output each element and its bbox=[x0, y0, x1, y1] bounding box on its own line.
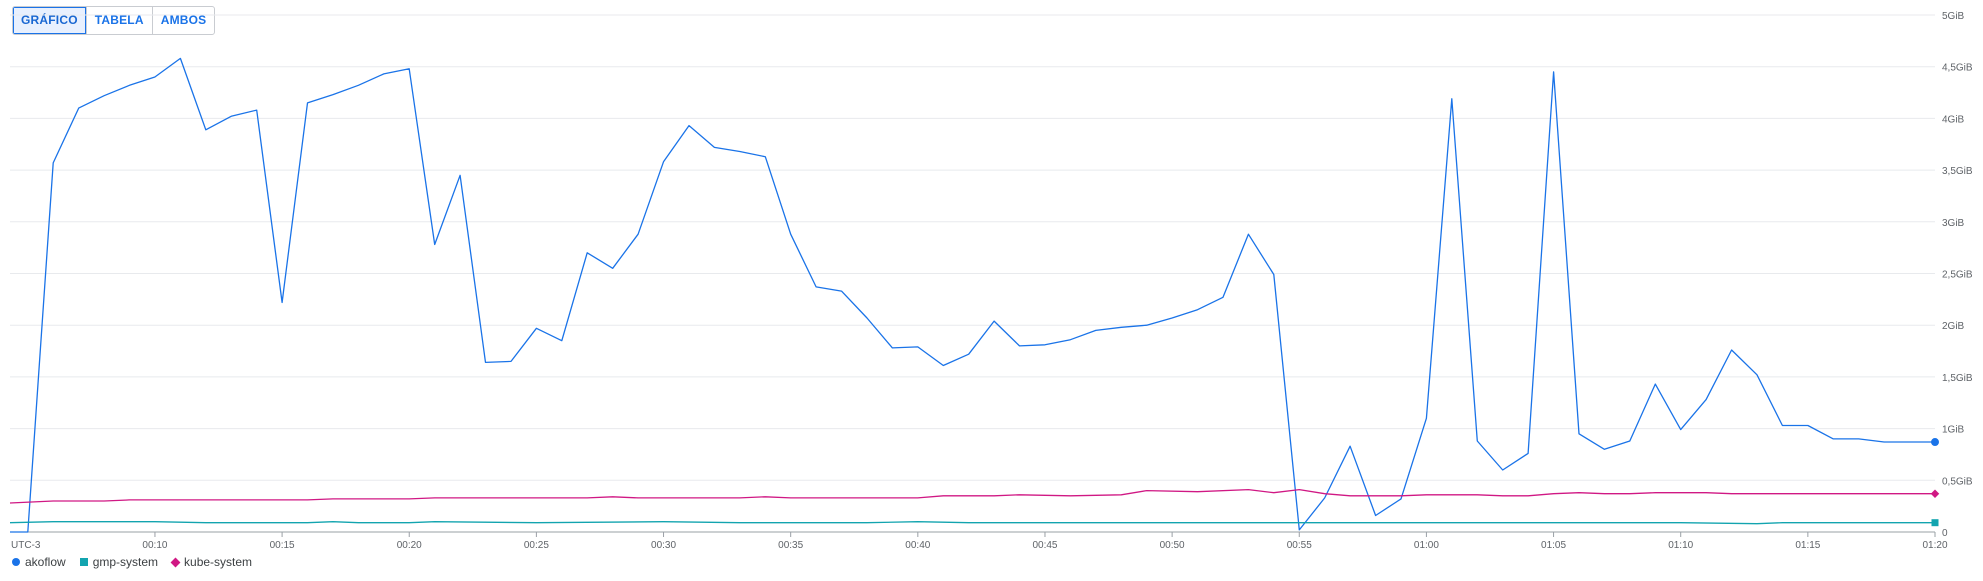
square-marker-icon bbox=[79, 558, 88, 566]
x-tick-label: 01:20 bbox=[1922, 540, 1947, 551]
legend-label: kube-system bbox=[184, 555, 253, 569]
y-tick-label: 1,5GiB bbox=[1942, 373, 1973, 384]
y-tick-label: 5GiB bbox=[1942, 11, 1965, 22]
x-tick-label: 00:25 bbox=[524, 540, 549, 551]
y-tick-label: 2,5GiB bbox=[1942, 270, 1973, 281]
y-tick-label: 3GiB bbox=[1942, 218, 1965, 229]
legend: akoflow gmp-system kube-system bbox=[12, 555, 252, 569]
x-tick-label: 01:15 bbox=[1795, 540, 1820, 551]
y-tick-label: 4GiB bbox=[1942, 114, 1965, 125]
x-axis: UTC-3 00:10 00:15 00:20 00:25 00:30 00:35 00:40… bbox=[10, 531, 1948, 551]
series-end-marker-gmp-system bbox=[1931, 519, 1939, 527]
chart-grid bbox=[10, 14, 1935, 481]
x-tick-label: 01:00 bbox=[1414, 540, 1439, 551]
series-line-kube-system bbox=[9, 488, 1935, 504]
x-tick-label: 00:55 bbox=[1287, 540, 1312, 551]
y-tick-label: 1GiB bbox=[1942, 425, 1965, 436]
y-tick-label: 0 bbox=[1942, 528, 1948, 539]
series-line-akoflow bbox=[10, 57, 1935, 533]
x-tick-label: 00:15 bbox=[270, 540, 295, 551]
series-line-gmp-system bbox=[9, 521, 1935, 525]
x-tick-label: 00:35 bbox=[778, 540, 803, 551]
x-tick-label: 00:30 bbox=[651, 540, 676, 551]
both-view-button[interactable]: AMBOS bbox=[160, 13, 207, 27]
series-end-marker-akoflow bbox=[1931, 438, 1939, 447]
legend-item-akoflow[interactable]: akoflow bbox=[12, 555, 66, 569]
x-tick-label: 00:45 bbox=[1032, 540, 1057, 551]
x-tick-label: 01:05 bbox=[1541, 540, 1566, 551]
diamond-marker-icon bbox=[170, 557, 181, 567]
series-end-marker-kube-system bbox=[1930, 489, 1940, 498]
y-tick-label: 2GiB bbox=[1942, 321, 1965, 332]
y-tick-label: 0,5GiB bbox=[1942, 476, 1973, 487]
x-tick-label: 00:10 bbox=[142, 540, 167, 551]
x-tick-label: 00:20 bbox=[397, 540, 422, 551]
x-tick-label: 00:50 bbox=[1160, 540, 1185, 551]
view-toggle: GRÁFICO TABELA AMBOS bbox=[12, 6, 216, 35]
legend-item-gmp-system[interactable]: gmp-system bbox=[79, 555, 159, 569]
table-view-button[interactable]: TABELA bbox=[87, 7, 153, 34]
circle-marker-icon bbox=[12, 558, 20, 566]
chart-series bbox=[9, 57, 1940, 533]
legend-item-kube-system[interactable]: kube-system bbox=[170, 555, 253, 569]
legend-label: gmp-system bbox=[92, 555, 159, 569]
y-tick-label: 3,5GiB bbox=[1942, 166, 1973, 177]
legend-label: akoflow bbox=[25, 555, 66, 569]
timezone-label: UTC-3 bbox=[11, 540, 41, 551]
y-tick-label: 4,5GiB bbox=[1942, 63, 1973, 74]
x-tick-label: 01:10 bbox=[1668, 540, 1693, 551]
graph-view-button[interactable]: GRÁFICO bbox=[13, 7, 87, 34]
x-tick-label: 00:40 bbox=[905, 540, 930, 551]
y-axis: 0 0,5GiB 1GiB 1,5GiB 2GiB 2,5GiB 3GiB 3,5GiB 4Gi… bbox=[1942, 11, 1973, 539]
